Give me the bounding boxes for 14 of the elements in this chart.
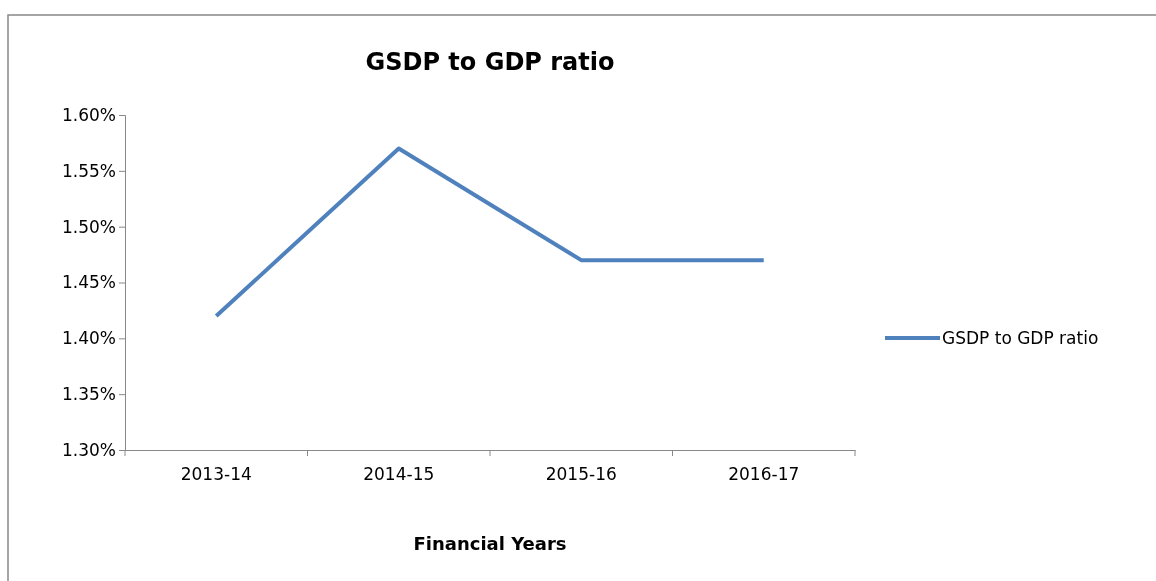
- chart-title: GSDP to GDP ratio: [365, 48, 615, 76]
- legend-label: GSDP to GDP ratio: [942, 328, 1099, 348]
- x-tick-label: 2016-17: [728, 464, 800, 485]
- y-tick-label: 1.50%: [61, 216, 116, 237]
- y-tick-label: 1.35%: [61, 384, 116, 405]
- x-tick-label: 2014-15: [363, 464, 435, 485]
- y-tick-label: 1.40%: [61, 328, 116, 349]
- y-tick-label: 1.45%: [61, 272, 116, 293]
- x-tick-label: 2013-14: [180, 464, 252, 485]
- y-tick-label: 1.30%: [61, 439, 116, 460]
- y-tick-label: 1.55%: [61, 160, 116, 181]
- x-axis-title: Financial Years: [413, 533, 567, 554]
- x-tick-label: 2015-16: [545, 464, 617, 485]
- y-tick-label: 1.60%: [61, 104, 116, 125]
